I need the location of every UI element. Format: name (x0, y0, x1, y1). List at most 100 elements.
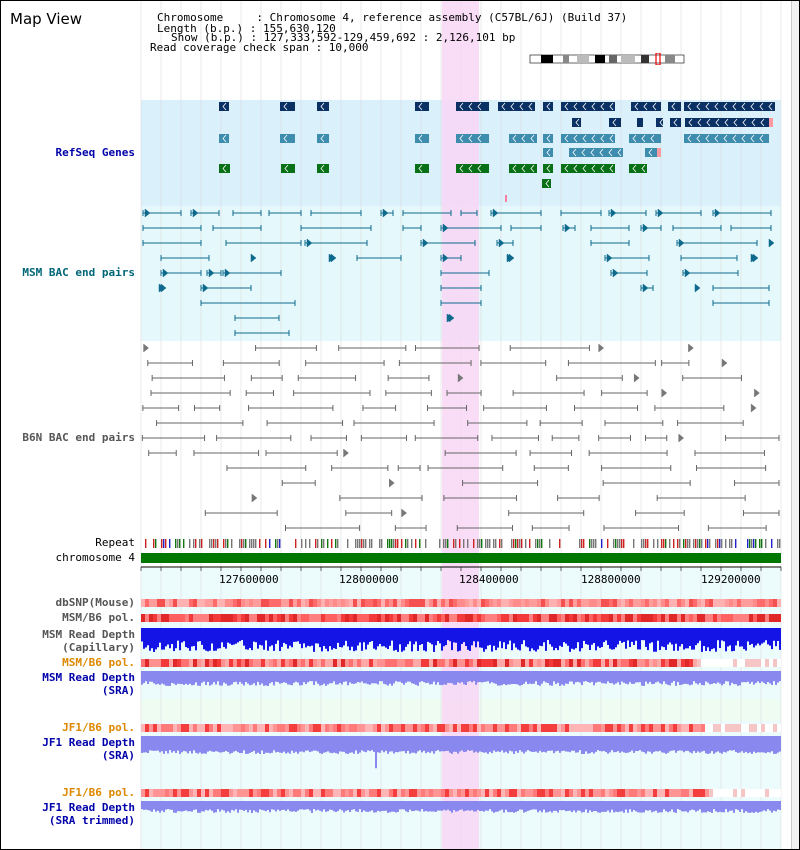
depth-bar (609, 671, 611, 684)
gene-block (543, 148, 553, 157)
gene-block (219, 102, 229, 111)
depth-bar (311, 671, 313, 682)
depth-bar (699, 736, 701, 753)
depth-bar (459, 671, 461, 684)
depth-bar (497, 671, 499, 686)
polymorphism-cell (769, 599, 773, 607)
gene-strand-arrow (706, 118, 711, 127)
chromosome-ideogram[interactable] (529, 53, 687, 65)
polymorphism-cell (349, 659, 353, 667)
repeat-element (275, 539, 277, 548)
depth-bar (195, 801, 197, 810)
polymorphism-cell (273, 659, 277, 667)
polymorphism-cell (381, 659, 385, 667)
depth-bar (615, 628, 617, 648)
depth-bar (659, 628, 661, 651)
depth-bar (317, 736, 319, 752)
repeat-element (665, 539, 667, 548)
repeat-element (481, 539, 483, 548)
depth-bar (179, 628, 181, 651)
depth-bar (311, 628, 313, 646)
repeat-element (731, 539, 733, 548)
gene-block (561, 164, 615, 173)
depth-bar (381, 736, 383, 751)
depth-bar (537, 801, 539, 813)
depth-bar (715, 671, 717, 684)
repeat-element (695, 539, 697, 548)
repeat-element (653, 539, 655, 548)
repeat-element (243, 539, 245, 548)
depth-bar (583, 671, 585, 682)
msm-bac-end (508, 253, 515, 263)
depth-bar (561, 736, 563, 752)
polymorphism-cell (289, 614, 293, 622)
depth-bar (739, 671, 741, 686)
polymorphism-cell (257, 614, 261, 622)
repeat-element (761, 539, 763, 548)
polymorphism-cell (457, 599, 461, 607)
polymorphism-cell (613, 599, 617, 607)
polymorphism-cell (249, 724, 253, 732)
polymorphism-cell (553, 789, 557, 797)
depth-bar (159, 801, 161, 813)
polymorphism-cell (673, 724, 677, 732)
depth-bar (483, 801, 485, 812)
depth-bar (583, 801, 585, 813)
polymorphism-cell (717, 614, 721, 622)
depth-bar (581, 736, 583, 754)
polymorphism-cell (305, 789, 309, 797)
repeat-element (583, 539, 585, 548)
repeat-element (473, 539, 475, 548)
depth-bar (523, 801, 525, 813)
repeat-element (381, 539, 383, 548)
depth-bar (241, 628, 243, 641)
polymorphism-cell (657, 789, 661, 797)
polymorphism-cell (665, 724, 669, 732)
gene-strand-arrow (459, 102, 464, 111)
depth-bar (689, 801, 691, 811)
depth-bar (657, 671, 659, 682)
polymorphism-cell (161, 599, 165, 607)
depth-bar (425, 628, 427, 652)
polymorphism-cell (697, 599, 701, 607)
depth-bar (541, 628, 543, 647)
depth-bar (507, 628, 509, 645)
polymorphism-cell (649, 614, 653, 622)
depth-bar (643, 671, 645, 686)
repeat-element (255, 539, 257, 548)
depth-bar (253, 801, 255, 811)
vertical-scrollbar[interactable] (791, 1, 799, 849)
depth-bar (477, 736, 479, 753)
depth-bar (269, 671, 271, 684)
depth-bar (713, 801, 715, 810)
depth-bar (203, 671, 205, 682)
polymorphism-cell (589, 614, 593, 622)
polymorphism-cell (485, 659, 489, 667)
depth-bar (523, 671, 525, 684)
b6n-bac-end (143, 343, 149, 353)
polymorphism-cell (677, 659, 681, 667)
depth-bar (561, 671, 563, 685)
repeat-element (211, 539, 213, 548)
depth-bar (427, 628, 429, 642)
polymorphism-cell (705, 724, 709, 732)
polymorphism-cell (569, 789, 573, 797)
depth-bar (573, 671, 575, 685)
gene-strand-arrow (760, 118, 765, 127)
polymorphism-cell (717, 789, 721, 797)
depth-bar (441, 671, 443, 686)
depth-bar (317, 671, 319, 684)
polymorphism-cell (521, 789, 525, 797)
depth-bar (553, 736, 555, 754)
depth-bar (395, 801, 397, 813)
depth-bar (765, 628, 767, 641)
polymorphism-cell (333, 789, 337, 797)
depth-bar (579, 628, 581, 652)
depth-bar (633, 671, 635, 684)
msm-bac-end (492, 208, 499, 218)
gene-strand-arrow (714, 102, 719, 111)
repeat-element (445, 539, 447, 548)
depth-bar (387, 801, 389, 813)
depth-bar (545, 671, 547, 683)
